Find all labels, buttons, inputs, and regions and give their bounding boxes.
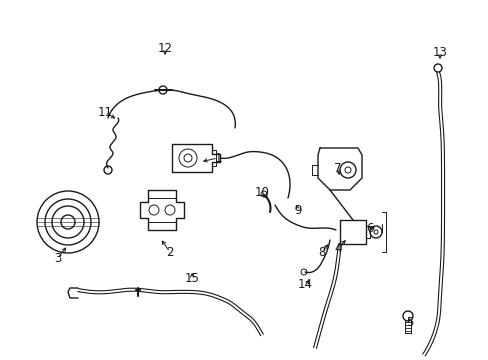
Text: 10: 10 (254, 185, 269, 198)
Text: 6: 6 (366, 221, 373, 234)
Text: 15: 15 (184, 271, 199, 284)
Text: 9: 9 (294, 203, 301, 216)
Text: 3: 3 (54, 252, 61, 265)
Text: 13: 13 (432, 45, 447, 58)
Text: 4: 4 (334, 242, 341, 255)
Text: 12: 12 (157, 41, 172, 54)
Text: 2: 2 (166, 246, 173, 258)
Text: 14: 14 (297, 279, 312, 292)
Text: 8: 8 (318, 246, 325, 258)
Text: 1: 1 (214, 152, 221, 165)
Text: 11: 11 (97, 105, 112, 118)
Text: 5: 5 (406, 315, 413, 328)
Text: 7: 7 (334, 162, 341, 175)
